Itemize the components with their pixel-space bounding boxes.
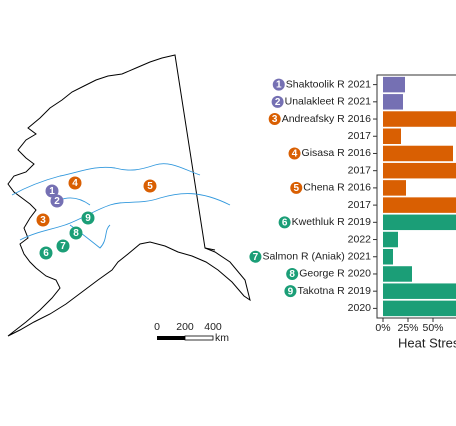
bar	[383, 249, 393, 265]
scale-bar	[157, 336, 185, 340]
map-marker	[50, 194, 64, 208]
label-badge	[272, 78, 285, 91]
label-badge-text: 4	[292, 149, 298, 160]
label-badge-text: 8	[289, 269, 295, 280]
map-marker	[36, 213, 50, 227]
bar	[383, 76, 405, 93]
label-badge	[278, 216, 291, 229]
label-badge	[284, 285, 297, 298]
bar	[383, 94, 403, 110]
label-badge	[290, 181, 303, 194]
scale-label: 200	[176, 321, 194, 333]
y-tick-label: 2022	[348, 233, 372, 245]
bar	[383, 231, 398, 248]
y-tick-label: Andreafsky R 2016	[282, 113, 371, 125]
y-tick-label: Unalakleet R 2021	[285, 96, 372, 108]
bar	[383, 162, 456, 179]
label-badge	[268, 113, 281, 126]
map-marker-label: 3	[40, 215, 46, 226]
label-badge	[286, 267, 299, 280]
bar	[383, 214, 456, 231]
map-marker	[45, 184, 59, 198]
map-marker	[39, 246, 53, 260]
x-tick-label: 0%	[375, 322, 390, 334]
label-badge-text: 9	[288, 286, 294, 297]
map-marker-label: 2	[54, 196, 60, 207]
rivers	[11, 163, 231, 249]
alaska-outline	[7, 54, 251, 337]
map-marker-label: 4	[72, 178, 78, 189]
map-marker-label: 8	[73, 228, 79, 239]
map-marker	[81, 211, 95, 225]
x-tick-label: 50%	[422, 322, 443, 334]
river	[11, 163, 201, 196]
x-axis-title: Heat Stress	[398, 335, 456, 350]
bar	[383, 128, 401, 144]
map-marker	[143, 179, 157, 193]
y-tick-label: Salmon R (Aniak) 2021	[262, 251, 371, 263]
bar	[383, 197, 456, 213]
scale-label: 0	[154, 321, 160, 333]
label-badge	[271, 95, 284, 108]
bar	[383, 145, 453, 162]
label-badge-text: 5	[294, 183, 300, 194]
scale-unit: km	[215, 332, 229, 344]
map-marker	[69, 226, 83, 240]
bar	[383, 283, 456, 299]
y-tick-label: 2020	[348, 302, 372, 314]
y-tick-label: George R 2020	[299, 268, 371, 280]
y-tick-label: Takotna R 2019	[297, 285, 371, 297]
map-marker	[68, 176, 82, 190]
map-marker-label: 7	[60, 241, 66, 252]
border-line	[204, 247, 216, 251]
y-tick-label: Gisasa R 2016	[302, 147, 372, 159]
label-badge	[288, 147, 301, 160]
bar	[383, 111, 456, 127]
bar	[383, 266, 412, 282]
y-tick-label: 2017	[348, 199, 372, 211]
y-tick-label: 2017	[348, 130, 372, 142]
label-badge-text: 2	[275, 97, 281, 108]
y-tick-label: Shaktoolik R 2021	[286, 78, 371, 90]
bar	[383, 300, 456, 317]
y-tick-label: Chena R 2016	[303, 182, 371, 194]
label-badge	[249, 250, 262, 263]
scale-label: 400	[204, 321, 222, 333]
label-badge-text: 7	[253, 252, 259, 263]
map-marker-label: 5	[147, 181, 153, 192]
scale-bar	[184, 335, 214, 341]
label-badge-text: 3	[272, 114, 278, 125]
label-badge-text: 6	[282, 217, 288, 228]
map-marker-label: 1	[49, 186, 55, 197]
panel-border	[376, 74, 456, 319]
label-badge-text: 1	[276, 80, 282, 91]
map-marker	[56, 239, 70, 253]
bar	[383, 180, 406, 196]
y-tick-label: Kwethluk R 2019	[292, 216, 372, 228]
river	[59, 197, 91, 206]
x-tick-label: 25%	[397, 322, 418, 334]
y-tick-label: 2017	[348, 164, 372, 176]
map-marker-label: 9	[85, 213, 91, 224]
river	[19, 193, 231, 241]
map-marker-label: 6	[43, 248, 49, 259]
